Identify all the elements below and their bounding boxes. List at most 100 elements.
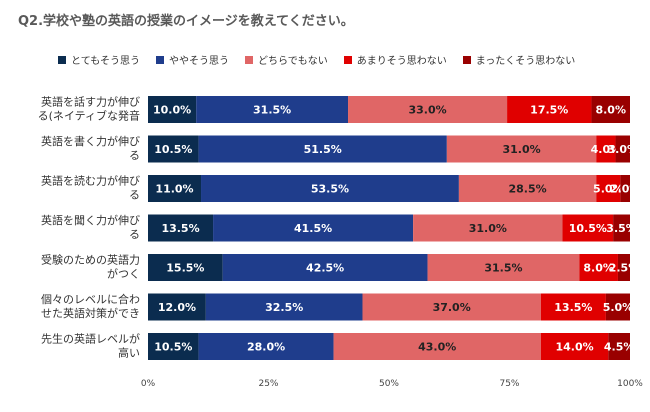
chart-legend: とてもそう思う ややそう思う どちらでもない あまりそう思わない まったくそう思わない	[58, 52, 591, 67]
legend-item-2: どちらでもない	[245, 52, 328, 67]
bar-r2-s1	[201, 175, 459, 202]
category-label-0: 英語を話す力が伸びる(ネイティブな発音	[38, 95, 140, 123]
data-label-r4-s2: 31.5%	[484, 262, 522, 275]
bar-r2-s2	[458, 175, 597, 202]
data-label-r4-s4: 2.5%	[609, 262, 640, 275]
data-label-r1-s0: 10.5%	[154, 143, 192, 156]
bar-r6-s2	[333, 333, 541, 360]
data-label-r2-s0: 11.0%	[155, 183, 193, 196]
data-label-r5-s1: 32.5%	[265, 301, 303, 314]
bar-r2-s3	[596, 175, 621, 202]
data-label-r0-s2: 33.0%	[408, 104, 446, 117]
legend-item-3: あまりそう思わない	[343, 52, 447, 67]
bar-r1-s1	[198, 135, 447, 163]
data-label-r3-s0: 13.5%	[161, 222, 199, 235]
data-label-r6-s4: 4.5%	[604, 341, 635, 354]
data-label-r6-s0: 10.5%	[154, 341, 192, 354]
legend-swatch-0	[58, 55, 66, 64]
data-label-r6-s1: 28.0%	[247, 341, 285, 354]
data-label-r5-s4: 5.0%	[603, 301, 634, 314]
data-label-r5-s2: 37.0%	[433, 301, 471, 314]
bar-r0-s2	[348, 96, 508, 123]
legend-item-0: とてもそう思う	[58, 52, 140, 67]
data-label-r3-s2: 31.0%	[469, 222, 507, 235]
bar-r1-s2	[446, 135, 597, 163]
bar-r0-s4	[591, 96, 630, 123]
bar-r0-s0	[148, 96, 197, 123]
legend-swatch-2	[245, 55, 253, 64]
bar-r5-s2	[362, 293, 541, 321]
bar-r4-s4	[617, 254, 630, 281]
bar-r6-s3	[540, 333, 609, 360]
bar-r3-s3	[562, 214, 614, 242]
x-tick-label-3: 75%	[499, 379, 519, 389]
x-tick-label-1: 25%	[258, 379, 278, 389]
data-label-r1-s4: 3.0%	[608, 143, 639, 156]
data-label-r2-s3: 5.0%	[593, 183, 624, 196]
category-label-6: 先生の英語レベルが高い	[41, 332, 140, 360]
bar-r0-s1	[196, 96, 349, 123]
bar-r6-s0	[148, 333, 199, 360]
legend-item-1: ややそう思う	[156, 52, 229, 67]
data-label-r6-s2: 43.0%	[418, 341, 456, 354]
category-label-1: 英語を書く力が伸びる	[41, 134, 140, 162]
legend-label-4: まったくそう思わない	[475, 56, 576, 67]
data-label-r4-s3: 8.0%	[583, 262, 614, 275]
x-tick-label-4: 100%	[617, 379, 643, 389]
bar-r5-s1	[205, 293, 363, 321]
bar-r5-s0	[148, 293, 206, 321]
bar-r3-s1	[213, 214, 414, 242]
chart-title: Q2.学校や塾の英語の授業のイメージを教えてください。	[18, 14, 354, 29]
bar-r1-s0	[148, 135, 199, 163]
data-label-r3-s3: 10.5%	[569, 222, 607, 235]
data-label-r0-s1: 31.5%	[253, 104, 291, 117]
category-label-5: 個々のレベルに合わせた英語対策ができ	[41, 292, 140, 320]
legend-label-2: どちらでもない	[258, 56, 328, 67]
data-label-r1-s2: 31.0%	[502, 143, 540, 156]
legend-label-1: ややそう思う	[169, 56, 229, 67]
data-label-r4-s0: 15.5%	[166, 262, 204, 275]
bar-r4-s3	[579, 254, 618, 281]
bar-r0-s3	[507, 96, 592, 123]
category-label-3: 英語を聞く力が伸びる	[41, 213, 140, 241]
data-label-r5-s3: 13.5%	[554, 301, 592, 314]
category-label-4: 受験のための英語力がつく	[41, 253, 140, 281]
data-label-r3-s4: 3.5%	[606, 222, 637, 235]
x-tick-label-0: 0%	[141, 379, 156, 389]
data-label-r1-s1: 51.5%	[304, 143, 342, 156]
data-label-r2-s1: 53.5%	[311, 183, 349, 196]
bar-r3-s2	[413, 214, 563, 242]
data-label-r0-s4: 8.0%	[595, 104, 626, 117]
bar-r6-s1	[198, 333, 334, 360]
data-label-r6-s3: 14.0%	[555, 341, 593, 354]
bar-r4-s1	[222, 254, 428, 281]
data-label-r3-s1: 41.5%	[294, 222, 332, 235]
data-label-r2-s2: 28.5%	[508, 183, 546, 196]
bar-r1-s3	[596, 135, 616, 163]
bar-r3-s0	[148, 214, 214, 242]
legend-item-4: まったくそう思わない	[462, 52, 576, 67]
bar-r2-s0	[148, 175, 202, 202]
x-tick-label-2: 50%	[379, 379, 399, 389]
bar-r5-s3	[540, 293, 606, 321]
bar-r5-s4	[605, 293, 630, 321]
data-label-r5-s0: 12.0%	[158, 301, 196, 314]
data-label-r4-s1: 42.5%	[306, 262, 344, 275]
data-label-r0-s3: 17.5%	[530, 104, 568, 117]
bar-r4-s0	[148, 254, 223, 281]
data-label-r2-s4: 2.0%	[610, 183, 641, 196]
legend-swatch-3	[343, 55, 352, 64]
bar-r4-s2	[427, 254, 580, 281]
data-label-r0-s0: 10.0%	[153, 104, 191, 117]
category-label-2: 英語を読む力が伸びる	[41, 174, 140, 202]
legend-swatch-1	[156, 55, 164, 64]
bar-r1-s4	[615, 135, 630, 163]
legend-label-0: とてもそう思う	[71, 56, 140, 67]
legend-swatch-4	[462, 55, 471, 64]
legend-label-3: あまりそう思わない	[356, 56, 447, 67]
bar-r2-s4	[620, 175, 630, 202]
bar-r6-s4	[608, 333, 630, 360]
data-label-r1-s3: 4.0%	[591, 143, 622, 156]
bar-r3-s4	[613, 214, 630, 242]
